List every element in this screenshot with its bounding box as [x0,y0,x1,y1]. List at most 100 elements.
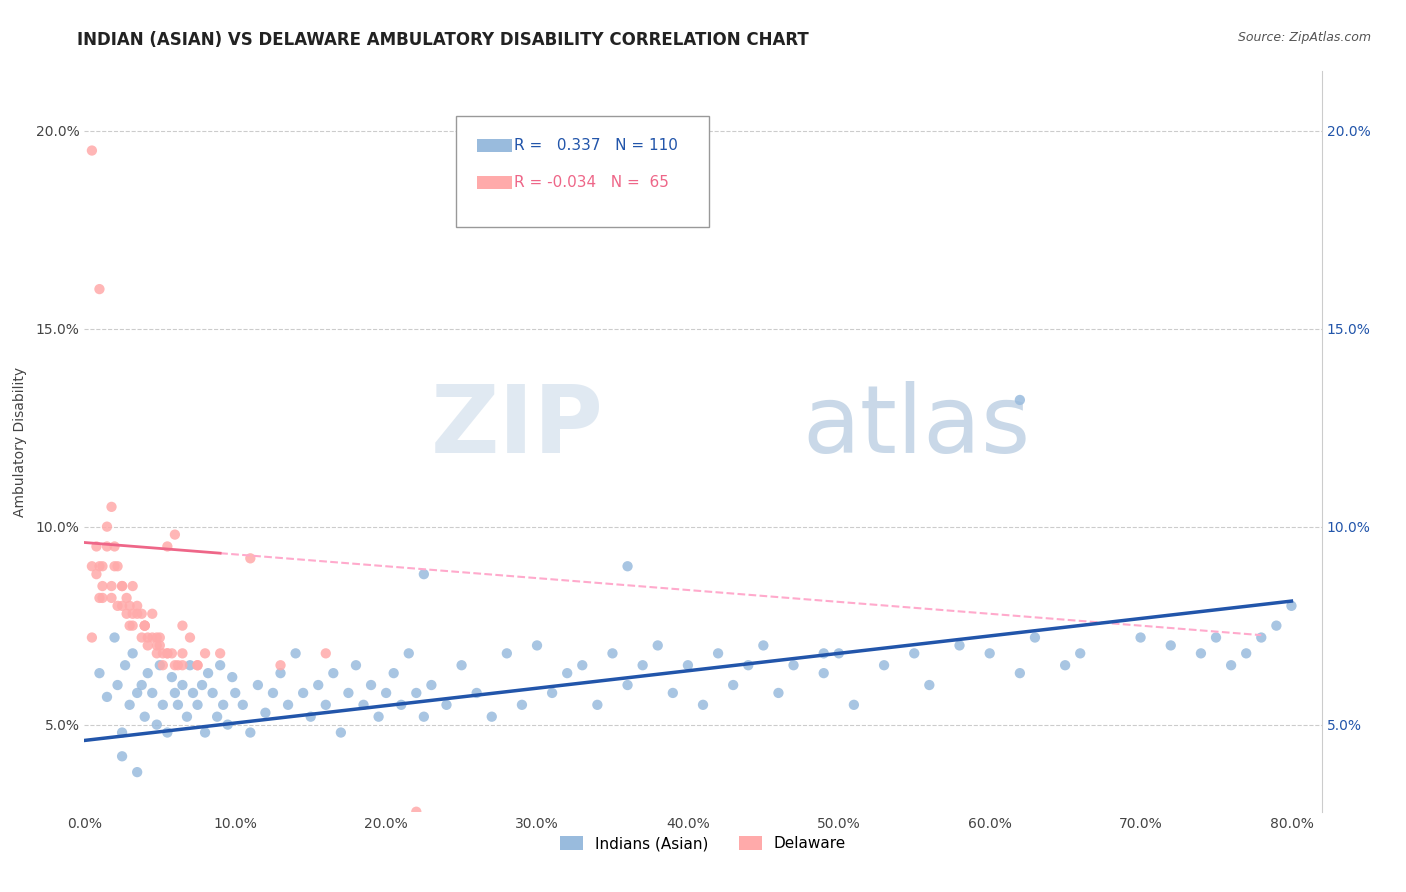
Text: atlas: atlas [801,381,1031,473]
Point [1250,631,1272,645]
Point [96,519,118,533]
Text: INDIAN (ASIAN) VS DELAWARE AMBULATORY DISABILITY CORRELATION CHART: INDIAN (ASIAN) VS DELAWARE AMBULATORY DI… [77,31,808,49]
Point [526,639,548,653]
Point [616,678,638,692]
Point [163,658,186,673]
Point [262,686,284,700]
Point [322,666,344,681]
Point [149,631,172,645]
Point [813,666,835,681]
Point [918,678,941,692]
Point [209,658,232,673]
Point [111,579,134,593]
Point [1008,666,1031,681]
Point [127,599,149,613]
Text: ZIP: ZIP [432,381,605,473]
Point [948,639,970,653]
Bar [477,139,512,152]
Point [118,698,141,712]
Point [1220,658,1243,673]
Point [146,646,169,660]
Text: R =   0.337   N = 110: R = 0.337 N = 110 [513,138,678,153]
Point [389,698,412,712]
Point [239,551,262,566]
Point [270,666,292,681]
Point [254,706,277,720]
Point [768,686,790,700]
Point [89,666,111,681]
Point [186,658,208,673]
Point [179,658,201,673]
Point [149,639,172,653]
Point [360,678,382,692]
Point [571,658,593,673]
Point [450,658,472,673]
Point [382,666,405,681]
Point [111,579,134,593]
Point [172,618,194,632]
Point [103,631,125,645]
Point [1054,658,1077,673]
Point [121,618,143,632]
Point [405,686,427,700]
Point [107,559,129,574]
Point [217,717,239,731]
Point [96,690,118,704]
Point [721,678,744,692]
Point [692,698,714,712]
Point [510,698,533,712]
Point [156,646,179,660]
Point [602,646,624,660]
Point [141,686,163,700]
Point [172,658,194,673]
Point [111,599,134,613]
Point [1234,646,1257,660]
Text: Source: ZipAtlas.com: Source: ZipAtlas.com [1237,31,1371,45]
Point [647,639,669,653]
Point [118,618,141,632]
Point [270,658,292,673]
Point [89,282,111,296]
Point [194,725,217,739]
Point [353,698,375,712]
Point [121,607,143,621]
Bar [477,176,512,189]
Point [232,698,254,712]
Point [115,607,138,621]
Point [752,639,775,653]
Point [541,686,564,700]
Point [167,698,190,712]
Point [197,666,219,681]
Point [420,678,443,692]
Point [662,686,685,700]
Point [481,709,503,723]
Point [96,540,118,554]
Point [405,805,427,819]
Point [329,725,352,739]
Point [631,658,654,673]
Point [107,599,129,613]
Point [1069,646,1091,660]
Point [212,698,235,712]
Point [191,678,214,692]
FancyBboxPatch shape [456,116,709,227]
Point [707,646,730,660]
Point [80,559,103,574]
Point [152,658,174,673]
Point [813,646,835,660]
Point [127,607,149,621]
Point [136,639,159,653]
Point [160,646,183,660]
Point [315,698,337,712]
Point [737,658,759,673]
Point [91,559,114,574]
Point [89,591,111,605]
Point [156,646,179,660]
Point [136,666,159,681]
Point [205,709,228,723]
Point [103,540,125,554]
Point [121,579,143,593]
Point [315,646,337,660]
Point [465,686,488,700]
Point [80,144,103,158]
